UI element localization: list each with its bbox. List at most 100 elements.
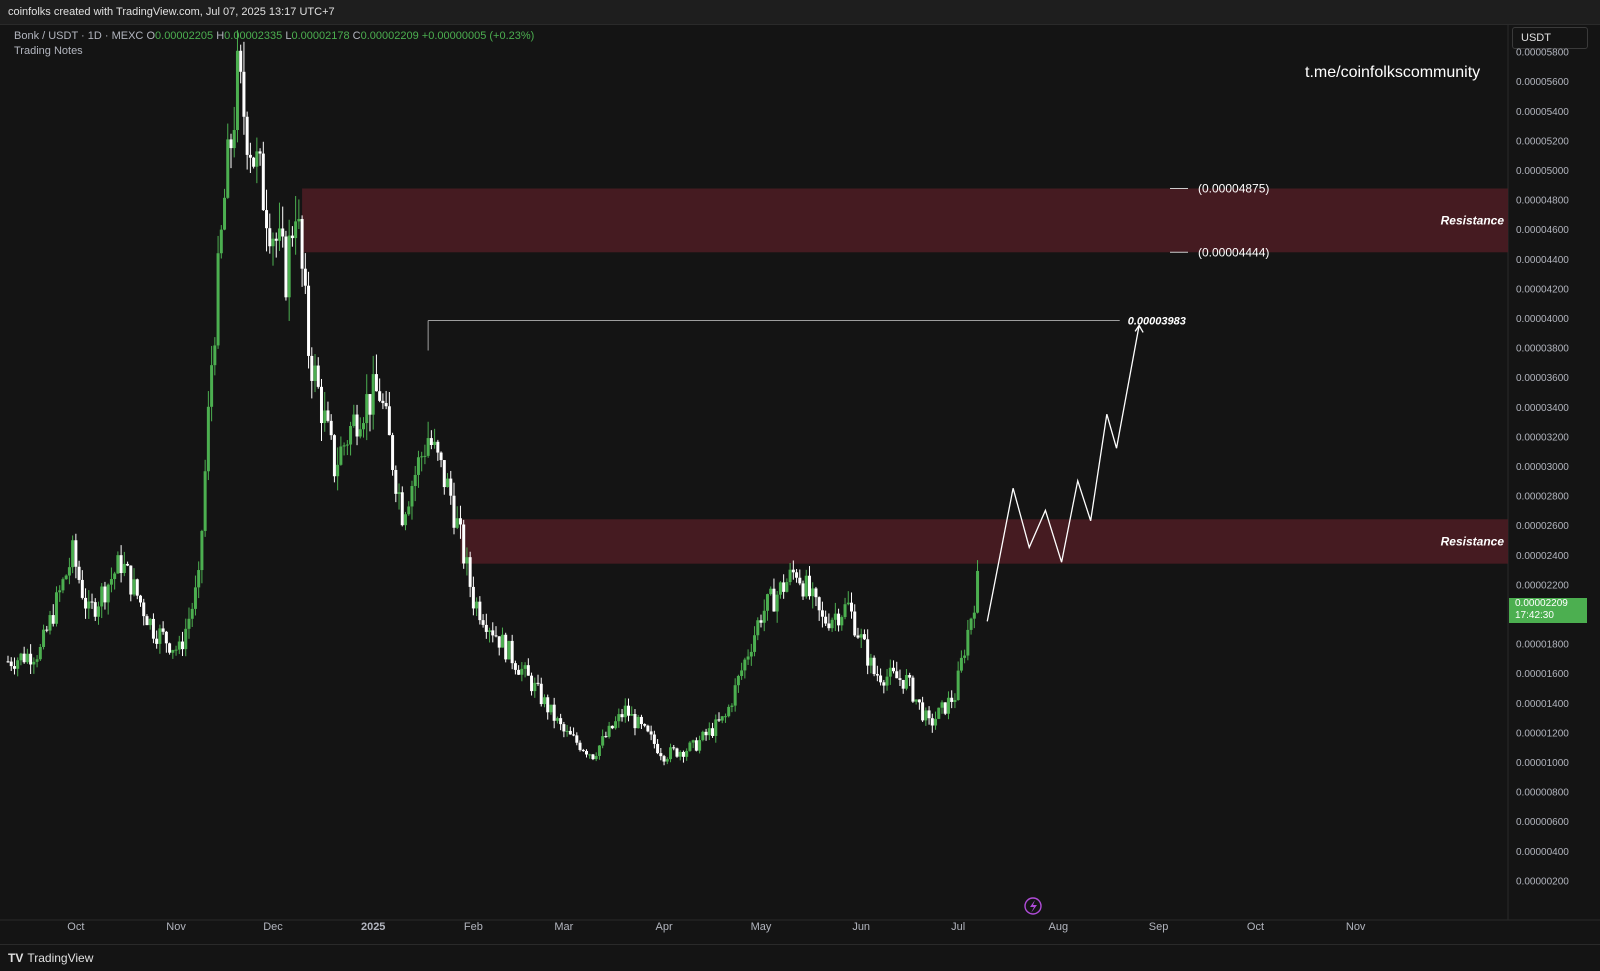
candle-body xyxy=(281,228,285,237)
candle-body xyxy=(177,641,181,650)
candle-body xyxy=(649,731,653,735)
candle-body xyxy=(164,631,168,644)
candle-body xyxy=(740,670,744,676)
candle-body xyxy=(122,563,126,574)
candle-body xyxy=(659,753,663,757)
candle-body xyxy=(119,555,123,574)
candle-body xyxy=(775,594,779,612)
candle-body xyxy=(90,601,94,603)
y-tick-label: 0.00001400 xyxy=(1516,699,1569,710)
y-tick-label: 0.00001600 xyxy=(1516,669,1569,680)
candle-body xyxy=(565,730,569,732)
candle-body xyxy=(678,751,682,757)
candle-body xyxy=(310,355,314,381)
candle-body xyxy=(491,630,495,636)
candle-body xyxy=(316,365,320,387)
brand-name: TradingView xyxy=(27,951,94,965)
candle-body xyxy=(546,697,550,713)
candle-body xyxy=(145,616,149,626)
y-tick-label: 0.00004400 xyxy=(1516,255,1569,266)
candle-body xyxy=(206,406,210,472)
candle-body xyxy=(274,238,278,241)
candle-body xyxy=(778,582,782,595)
candle-body xyxy=(362,423,365,430)
trading-notes-label[interactable]: Trading Notes xyxy=(14,45,83,57)
tradingview-brand[interactable]: TV TradingView xyxy=(8,951,93,965)
candle-body xyxy=(623,705,627,718)
candle-body xyxy=(898,678,902,680)
candle-body xyxy=(265,210,269,229)
candle-body xyxy=(552,704,556,721)
candle-body xyxy=(788,569,792,583)
candle-body xyxy=(116,555,120,574)
candle-body xyxy=(478,601,482,621)
price-chart[interactable]: Resistance Resistance (0.00004875) (0.00004… xyxy=(0,24,1600,944)
candle-body xyxy=(500,634,504,648)
x-tick-label: Aug xyxy=(1049,921,1069,933)
candle-body xyxy=(837,613,841,626)
candle-body xyxy=(562,724,566,732)
candle-body xyxy=(927,710,931,719)
resistance-label: Resistance xyxy=(1441,534,1505,548)
resistance-label: Resistance xyxy=(1441,213,1505,227)
candle-body xyxy=(449,478,453,496)
x-tick-label: Jun xyxy=(852,921,870,933)
candle-body xyxy=(252,157,256,167)
candle-body xyxy=(100,586,104,607)
y-tick-label: 0.00003400 xyxy=(1516,403,1569,414)
candle-body xyxy=(67,567,71,576)
candle-body xyxy=(904,675,908,689)
y-tick-label: 0.00001200 xyxy=(1516,728,1569,739)
candle-body xyxy=(539,683,543,705)
candle-body xyxy=(568,730,572,735)
candle-body xyxy=(494,635,498,637)
symbol-label: Bonk / USDT · 1D · MEXC xyxy=(14,30,144,42)
candle-body xyxy=(956,670,960,701)
candle-body xyxy=(51,615,55,624)
y-tick-label: 0.00003200 xyxy=(1516,432,1569,443)
candle-body xyxy=(103,586,107,603)
y-tick-label: 0.00002600 xyxy=(1516,521,1569,532)
candle-body xyxy=(87,601,91,609)
candle-body xyxy=(604,736,608,738)
candle-body xyxy=(365,394,369,424)
candle-body xyxy=(850,602,854,612)
currency-button[interactable]: USDT xyxy=(1512,27,1588,49)
candle-body xyxy=(84,597,88,609)
candle-body xyxy=(840,617,844,626)
candle-body xyxy=(235,50,239,131)
candle-body xyxy=(161,628,165,632)
candle-body xyxy=(807,575,811,597)
candle-body xyxy=(219,229,223,254)
candle-body xyxy=(856,635,860,638)
candle-body xyxy=(345,444,349,446)
candle-body xyxy=(862,634,866,640)
y-tick-label: 0.00003600 xyxy=(1516,373,1569,384)
candle-body xyxy=(442,460,446,488)
candle-body xyxy=(704,731,708,736)
candle-body xyxy=(675,748,679,757)
candle-body xyxy=(591,754,595,760)
candle-body xyxy=(917,699,921,703)
candle-body xyxy=(429,438,433,446)
candle-body xyxy=(636,716,640,729)
candle-body xyxy=(326,410,330,421)
candle-body xyxy=(533,682,537,692)
candle-body xyxy=(688,742,692,751)
candle-body xyxy=(782,582,786,592)
x-tick-label: 2025 xyxy=(361,921,385,933)
last-price-value: 0.00002209 xyxy=(1515,598,1568,609)
candle-body xyxy=(297,219,301,222)
candle-body xyxy=(753,635,757,652)
candle-body xyxy=(601,736,605,746)
candle-body xyxy=(371,374,375,415)
x-tick-label: Dec xyxy=(263,921,283,933)
candle-body xyxy=(875,674,879,676)
candle-body xyxy=(358,429,362,437)
candle-body xyxy=(811,588,815,597)
candle-body xyxy=(652,734,656,744)
candle-body xyxy=(339,446,343,465)
candle-body xyxy=(313,365,317,381)
x-tick-label: Feb xyxy=(464,921,483,933)
y-tick-label: 0.00000200 xyxy=(1516,876,1569,887)
